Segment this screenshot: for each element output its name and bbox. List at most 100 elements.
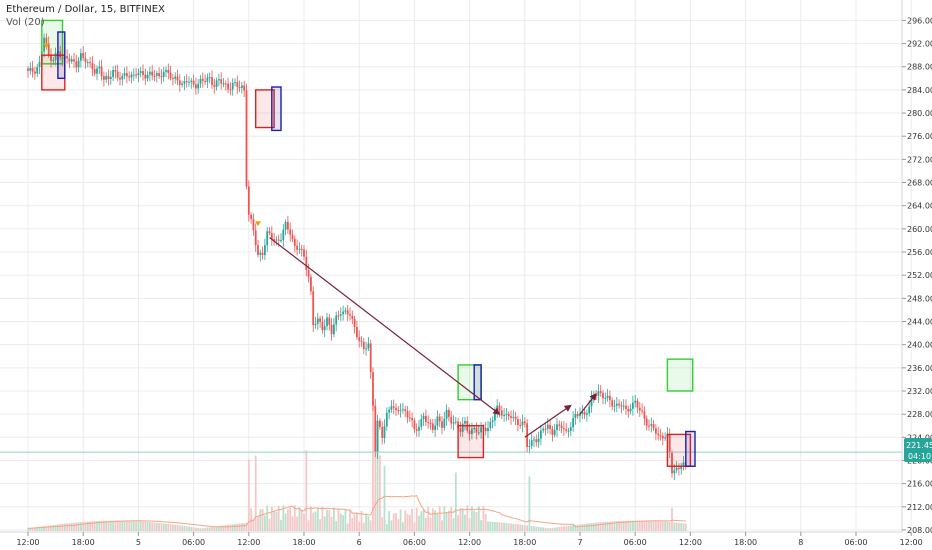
time-axis[interactable]: 12:00 18:00 5 06:00 12:00 18:00 6 06:00 12:00 18:… — [16, 532, 923, 547]
price-tag-background — [904, 438, 932, 462]
candle-body — [402, 409, 404, 411]
candle-body — [298, 248, 301, 250]
red-box — [666, 433, 692, 467]
volume-bar — [604, 521, 607, 531]
y-tick-label: 216.00 — [907, 480, 932, 489]
candle-body — [528, 446, 531, 448]
volume-bar — [448, 510, 450, 531]
candle-body — [505, 413, 508, 416]
volume-bar — [144, 521, 147, 531]
blue-box — [271, 86, 282, 132]
candle-body — [657, 433, 660, 436]
candle-body — [77, 60, 80, 68]
trend-line — [524, 404, 572, 438]
candle-body — [245, 90, 248, 187]
price-axis[interactable]: 296.00 292.00 288.00 284.00 280.00 276.00 272.… — [902, 16, 932, 535]
volume-bar — [356, 512, 358, 531]
volume-bar — [215, 526, 218, 531]
volume-bar — [537, 526, 540, 531]
candle-body — [661, 435, 664, 439]
candle-body — [609, 395, 611, 401]
candle-body — [376, 420, 379, 453]
volume-bar — [445, 512, 448, 531]
candle-body — [468, 430, 471, 435]
volume-bar — [512, 523, 515, 531]
candle-body — [98, 66, 101, 69]
volume-bar — [620, 520, 623, 531]
y-tick-label: 236.00 — [907, 364, 932, 373]
volume-bar — [346, 523, 349, 531]
volume-bar — [482, 505, 485, 531]
candle-body — [636, 400, 639, 408]
candle-body — [494, 413, 496, 421]
volume-bar — [629, 520, 632, 531]
x-tick-label: 12:00 — [16, 538, 39, 547]
volume-bar — [86, 521, 89, 531]
candle-body — [645, 418, 648, 426]
volume-bar — [668, 522, 671, 531]
candle-body — [622, 405, 625, 407]
y-tick-label: 260.00 — [907, 225, 932, 234]
candle-body — [500, 410, 503, 416]
volume-bar — [673, 522, 676, 531]
volume-indicator-label[interactable]: Vol (20) — [6, 17, 45, 28]
volume-bar — [553, 527, 556, 531]
candle-body — [540, 430, 542, 439]
volume-bar — [128, 520, 131, 531]
volume-bar — [190, 526, 193, 531]
candle-body — [425, 415, 427, 423]
volume-bar — [588, 523, 591, 531]
candle-body — [312, 291, 315, 326]
candle-body — [139, 71, 142, 73]
volume-bar — [176, 525, 179, 531]
candle-body — [342, 311, 344, 315]
candle-body — [454, 421, 457, 423]
candle-body — [268, 231, 271, 234]
volume-bar — [275, 511, 278, 531]
candle-body — [471, 428, 473, 435]
candle-body — [289, 229, 292, 235]
volume-bar — [680, 523, 683, 531]
candle-body — [549, 424, 551, 430]
candle-body — [648, 425, 650, 427]
candle-body — [169, 72, 172, 79]
candle-body — [75, 61, 78, 68]
volume-bar — [234, 523, 236, 531]
volume-bar — [61, 523, 64, 531]
candle-body — [556, 424, 558, 431]
x-tick-label: 5 — [136, 538, 141, 547]
volume-bar — [498, 522, 501, 531]
candle-body — [119, 77, 121, 80]
candle-body — [330, 324, 333, 335]
volume-bar — [68, 523, 71, 531]
volume-bar — [96, 521, 98, 531]
symbol-title[interactable]: Ethereum / Dollar, 15, BITFINEX — [6, 4, 165, 15]
volume-bar — [546, 528, 549, 531]
volume-bar — [52, 524, 55, 531]
candle-body — [174, 76, 177, 79]
red-box — [254, 89, 275, 129]
candle-body — [671, 452, 673, 474]
volume-bar — [277, 505, 280, 531]
volume-bar — [367, 516, 370, 531]
candle-body — [220, 79, 223, 84]
volume-bar — [254, 455, 257, 531]
candle-body — [238, 87, 241, 89]
volume-bar — [84, 521, 87, 531]
volume-bar — [397, 519, 400, 531]
volume-bar — [261, 509, 264, 531]
volume-bar — [381, 517, 384, 531]
volume-bar — [565, 526, 568, 531]
candle-body — [618, 403, 620, 406]
candle-body — [367, 343, 370, 349]
candle-body — [172, 78, 174, 80]
candle-body — [273, 239, 275, 241]
volume-bar — [413, 522, 416, 531]
volume-bar — [335, 520, 338, 531]
drawing-overlays — [0, 19, 902, 467]
volume-bar — [289, 507, 292, 531]
candle-body — [190, 80, 193, 82]
candle-body — [544, 428, 547, 430]
volume-bar — [369, 520, 372, 531]
